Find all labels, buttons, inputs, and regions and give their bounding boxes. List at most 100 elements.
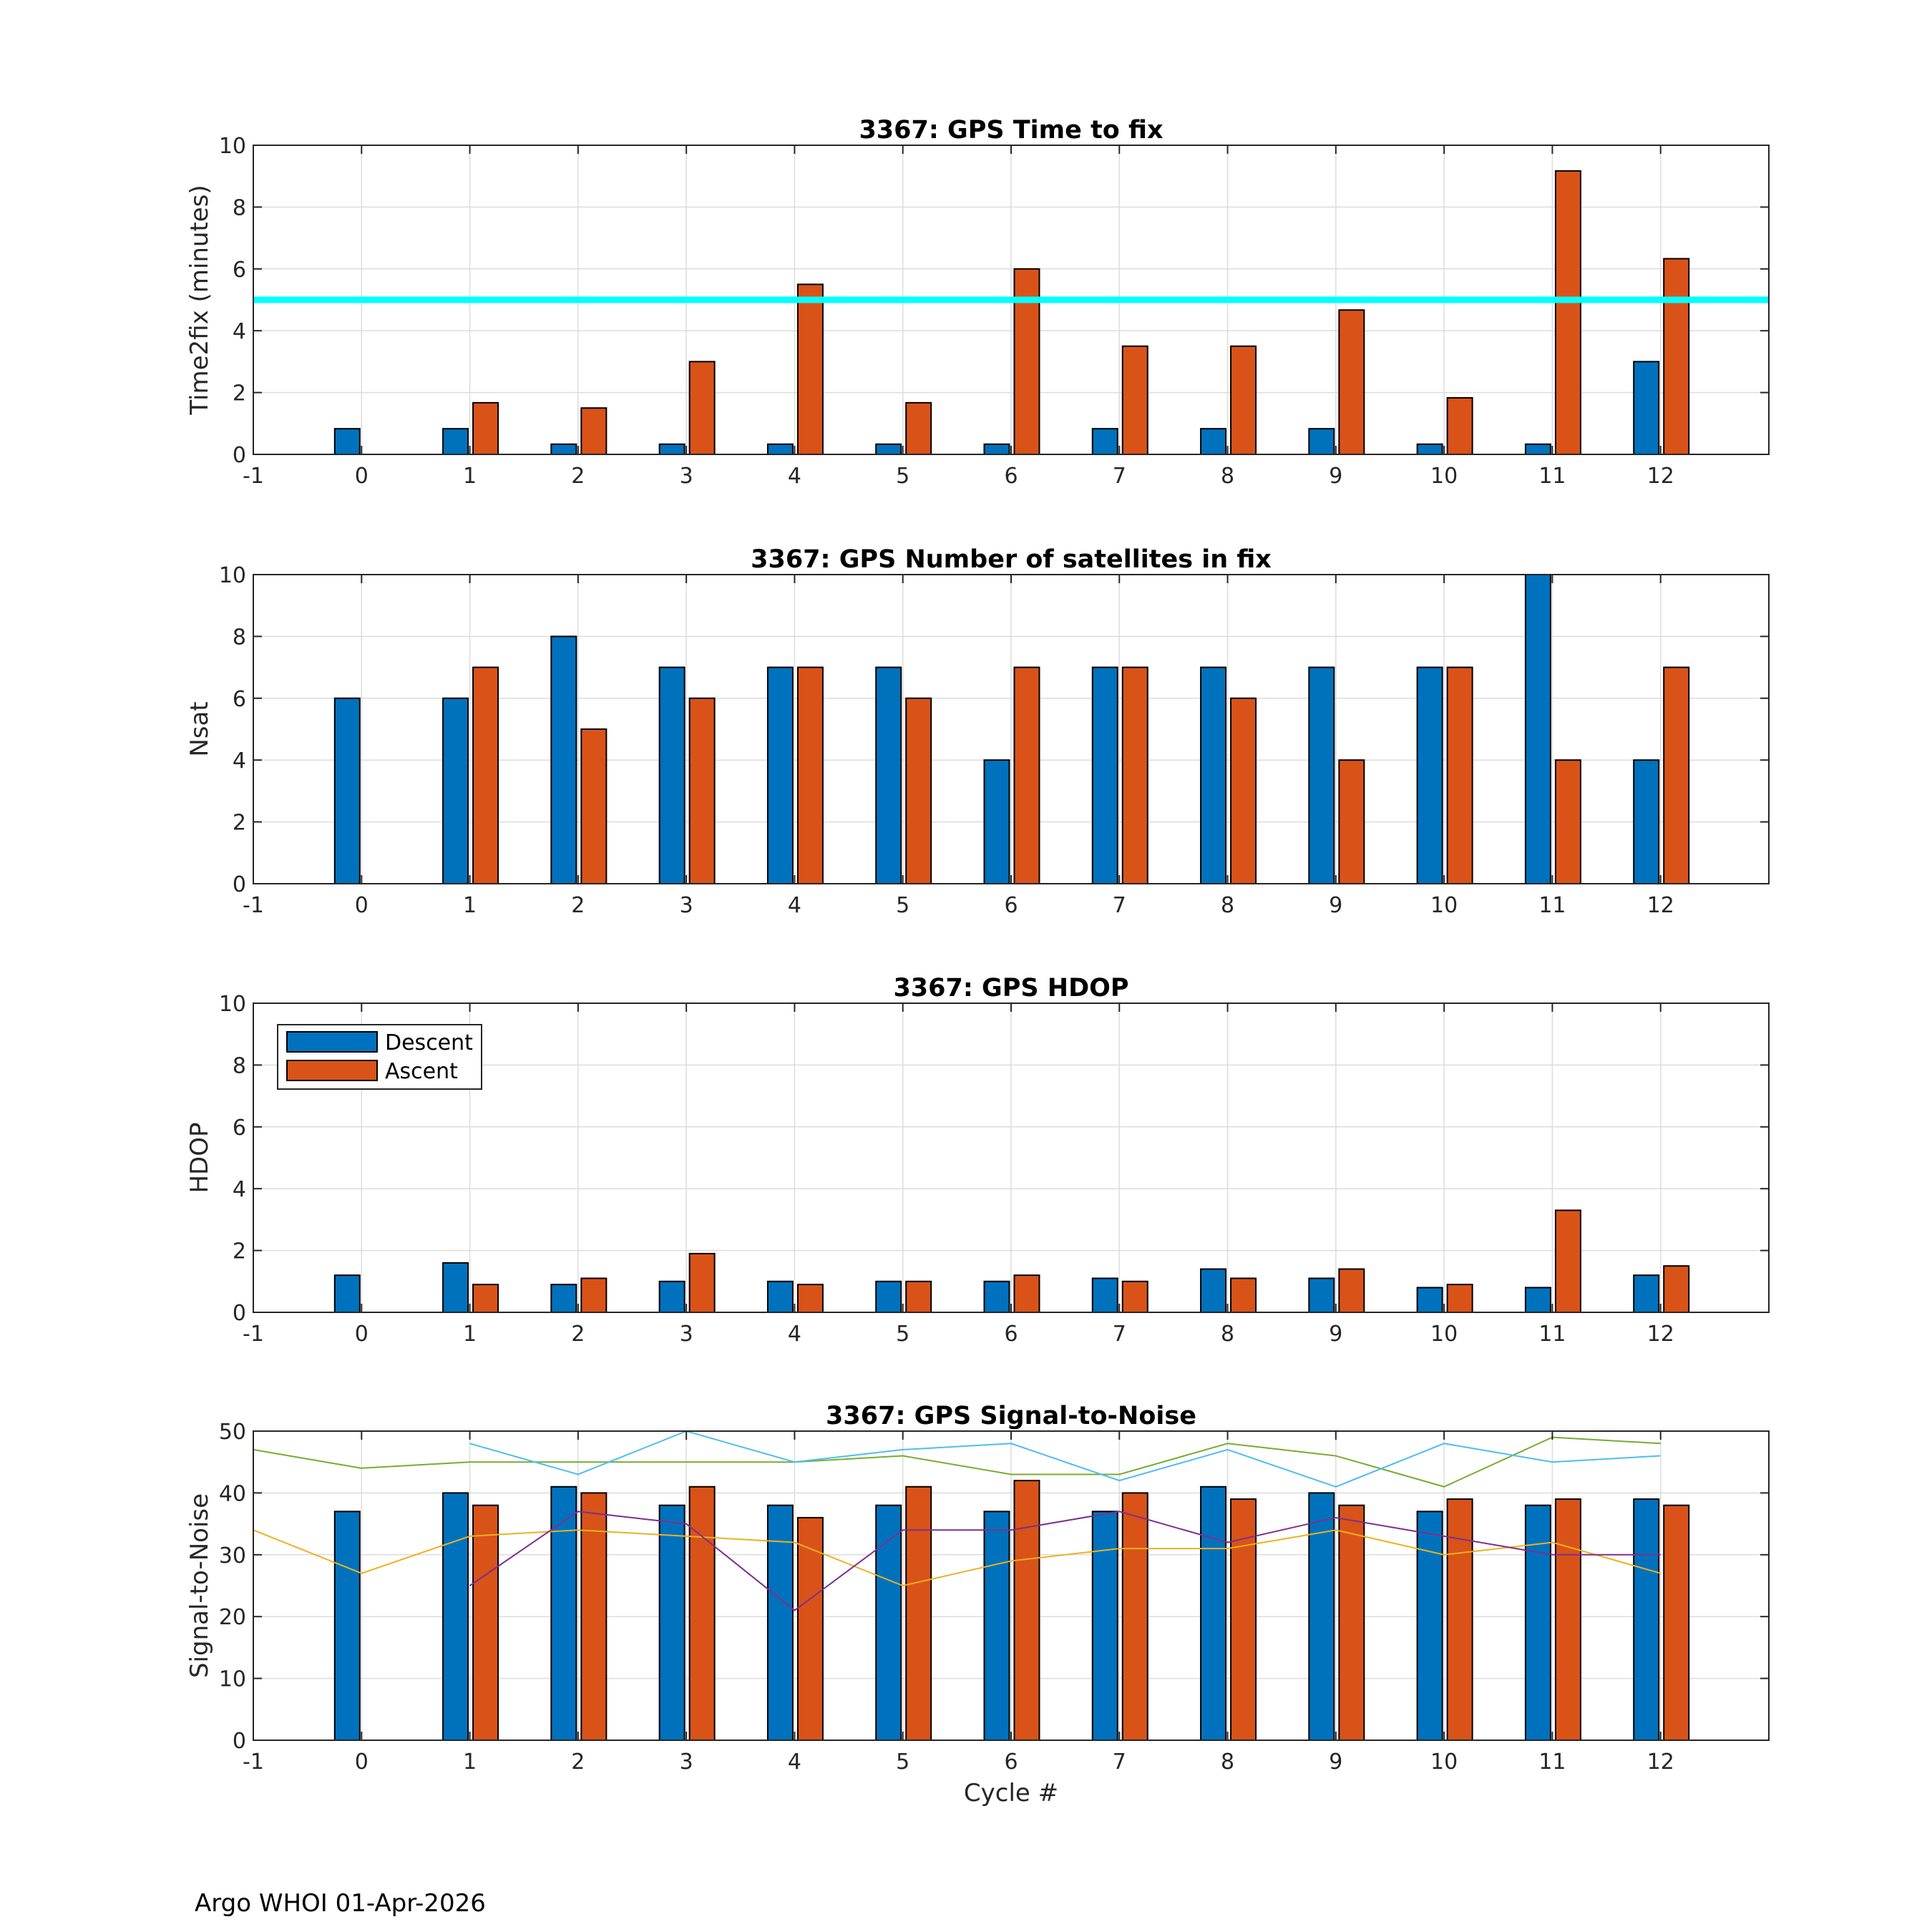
x-tick-label: 4: [788, 1322, 801, 1347]
y-tick-label: 2: [233, 1239, 246, 1264]
bar-ascent-cycle-11: [1554, 170, 1581, 456]
bar-ascent-cycle-8: [1230, 345, 1257, 455]
bar-descent-cycle-4: [766, 443, 794, 456]
snr-line-4: [469, 1430, 1661, 1488]
x-tick-label: 7: [1113, 1750, 1126, 1775]
chart-title: 3367: GPS Number of satellites in fix: [751, 545, 1272, 574]
footer-stamp: Argo WHOI 01-Apr-2026: [195, 1889, 486, 1918]
bar-ascent-cycle-10: [1446, 666, 1473, 884]
bar-ascent-cycle-4: [796, 283, 824, 455]
bar-ascent-cycle-6: [1013, 1480, 1040, 1742]
x-tick-label: 10: [1430, 1322, 1458, 1347]
x-tick-label: 2: [571, 1322, 585, 1347]
x-tick-label: 4: [788, 464, 801, 489]
x-tick-label: 7: [1113, 1322, 1126, 1347]
bar-ascent-cycle-6: [1013, 1274, 1040, 1314]
x-tick-label: 6: [1004, 1750, 1018, 1775]
x-tick-label: 7: [1113, 464, 1126, 489]
bar-descent-cycle-5: [875, 443, 902, 456]
y-tick-label: 4: [233, 748, 246, 774]
bar-descent-cycle-6: [983, 443, 1010, 456]
y-tick-label: 2: [233, 381, 246, 406]
bar-descent-cycle-10: [1416, 443, 1443, 456]
x-tick-label: 11: [1538, 464, 1566, 489]
x-tick-label: 7: [1113, 893, 1126, 918]
y-tick-label: 6: [233, 687, 246, 712]
y-tick-label: 10: [219, 563, 246, 588]
bar-ascent-cycle-12: [1663, 1265, 1690, 1313]
bar-ascent-cycle-2: [580, 728, 608, 884]
bar-descent-cycle-4: [766, 666, 794, 884]
y-tick-label: 0: [233, 443, 246, 468]
x-tick-label: 3: [680, 893, 693, 918]
bar-descent-cycle-1: [442, 1492, 469, 1741]
y-tick-label: 2: [233, 811, 246, 836]
bar-ascent-cycle-2: [580, 1277, 608, 1313]
y-tick-label: 10: [219, 1667, 246, 1692]
bar-descent-cycle-10: [1416, 1511, 1443, 1742]
x-tick-label: 5: [896, 1750, 909, 1775]
bar-ascent-cycle-7: [1121, 1492, 1148, 1741]
bar-descent-cycle-0: [333, 428, 361, 455]
bar-ascent-cycle-10: [1446, 1498, 1473, 1742]
bar-ascent-cycle-3: [688, 697, 716, 884]
bar-ascent-cycle-9: [1338, 309, 1365, 456]
y-tick-label: 50: [219, 1420, 246, 1445]
bar-descent-cycle-2: [550, 1284, 577, 1313]
y-tick-label: 4: [233, 319, 246, 344]
y-tick-label: 0: [233, 1301, 246, 1326]
x-tick-label: 1: [463, 893, 477, 918]
x-tick-label: 6: [1004, 893, 1018, 918]
bar-descent-cycle-10: [1416, 1287, 1443, 1313]
x-tick-label: 2: [571, 893, 585, 918]
x-tick-label: 6: [1004, 1322, 1018, 1347]
bar-descent-cycle-9: [1308, 1492, 1335, 1741]
x-tick-label: 6: [1004, 464, 1018, 489]
bar-ascent-cycle-3: [688, 1485, 716, 1741]
bar-ascent-cycle-3: [688, 361, 716, 455]
bar-ascent-cycle-11: [1554, 1209, 1581, 1313]
x-tick-label: 3: [680, 464, 693, 489]
bar-ascent-cycle-7: [1121, 1280, 1148, 1314]
x-tick-label: 3: [680, 1322, 693, 1347]
x-tick-label: 0: [355, 1322, 369, 1347]
x-tick-label: 1: [463, 1750, 477, 1775]
bar-descent-cycle-1: [442, 428, 469, 455]
bar-descent-cycle-4: [766, 1280, 794, 1314]
bar-ascent-cycle-12: [1663, 258, 1690, 455]
bar-ascent-cycle-1: [472, 401, 499, 456]
bar-descent-cycle-4: [766, 1504, 794, 1741]
bar-ascent-cycle-10: [1446, 396, 1473, 455]
x-tick-label: 12: [1647, 1750, 1674, 1775]
bar-ascent-cycle-1: [472, 1504, 499, 1741]
bar-ascent-cycle-11: [1554, 759, 1581, 884]
bar-descent-cycle-0: [333, 1274, 361, 1314]
bar-ascent-cycle-12: [1663, 666, 1690, 884]
legend-swatch-ascent: [286, 1060, 378, 1081]
bar-descent-cycle-7: [1091, 666, 1118, 884]
y-tick-label: 8: [233, 195, 246, 220]
bar-descent-cycle-5: [875, 666, 902, 884]
bar-ascent-cycle-6: [1013, 666, 1040, 884]
y-axis-label: Nsat: [185, 701, 214, 756]
x-tick-label: 12: [1647, 464, 1674, 489]
bar-descent-cycle-0: [333, 697, 361, 884]
bar-descent-cycle-7: [1091, 1511, 1118, 1742]
x-axis-label: Cycle #: [964, 1779, 1058, 1807]
x-tick-label: 1: [463, 1322, 477, 1347]
y-tick-label: 0: [233, 1729, 246, 1754]
bar-descent-cycle-12: [1633, 759, 1660, 884]
bar-descent-cycle-11: [1524, 574, 1551, 884]
bar-descent-cycle-3: [658, 443, 686, 456]
bar-ascent-cycle-1: [472, 1284, 499, 1313]
x-tick-label: 9: [1329, 893, 1342, 918]
bar-ascent-cycle-2: [580, 407, 608, 456]
x-tick-label: 8: [1221, 893, 1234, 918]
legend-swatch-descent: [286, 1031, 378, 1053]
bar-descent-cycle-8: [1200, 1268, 1227, 1314]
y-tick-label: 40: [219, 1481, 246, 1506]
y-tick-label: 10: [219, 992, 246, 1017]
bar-descent-cycle-8: [1200, 666, 1227, 884]
